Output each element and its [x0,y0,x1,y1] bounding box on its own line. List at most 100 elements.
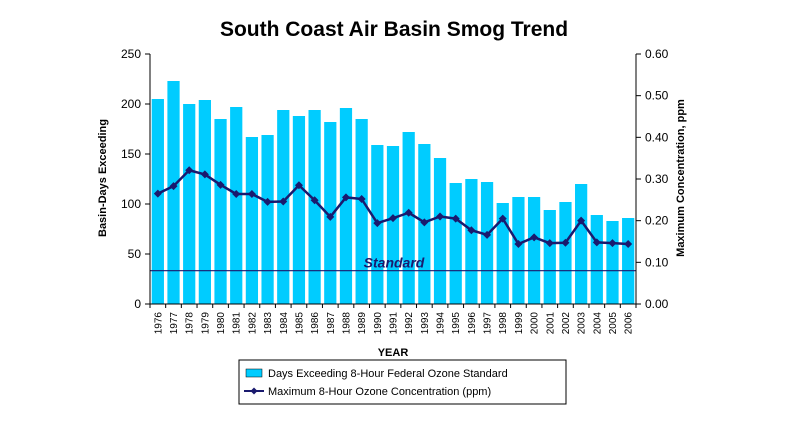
x-tick-label: 1977 [169,312,180,335]
y-left-tick-label: 50 [128,247,142,261]
x-tick-label: 1991 [389,312,400,335]
legend: Days Exceeding 8-Hour Federal Ozone Stan… [238,359,567,405]
line-point [561,238,570,247]
y-axis-right-label: Maximum Concentration, ppm [675,99,687,257]
bar [575,184,588,304]
bar [167,81,180,304]
bar [230,107,243,304]
line-point [373,219,382,228]
line-point [404,208,413,217]
line-point [577,216,586,225]
x-tick-label: 1997 [483,312,494,335]
bar [543,210,556,304]
bar [480,182,494,304]
x-tick-label: 1978 [185,312,196,335]
y-left-tick-label: 100 [121,197,141,211]
bar [277,110,290,304]
bar [339,108,353,304]
x-tick-label: 2004 [592,312,603,335]
bar [261,135,274,304]
x-tick-label: 1985 [294,312,305,335]
x-tick-label: 2002 [561,312,572,335]
line-point [247,190,256,198]
x-tick-label: 1992 [404,312,415,335]
x-tick-label: 1987 [326,312,337,335]
x-tick-label: 1994 [436,312,447,335]
bar [465,179,478,304]
chart-title: South Coast Air Basin Smog Trend [220,18,568,41]
bar [622,218,635,304]
x-axis-label: YEAR [378,347,409,359]
bar [590,215,603,304]
line-point [200,170,209,179]
x-tick-label: 1982 [247,312,258,335]
x-tick-label: 1998 [498,312,509,335]
bar [559,202,572,304]
line-point [467,226,476,235]
x-tick-label: 1996 [467,312,478,335]
x-tick-label: 1981 [232,312,243,335]
line-point [310,196,319,205]
x-tick-label: 1990 [373,312,384,335]
bar [292,116,306,304]
line-point [294,181,303,190]
x-tick-label: 2006 [624,312,635,335]
x-tick-label: 2000 [530,312,541,335]
x-tick-label: 1976 [153,312,164,335]
x-tick-label: 1989 [357,312,368,335]
legend-line-label: Maximum 8-Hour Ozone Concentration (ppm) [268,386,491,398]
line-point [592,238,601,247]
x-tick-label: 1995 [451,312,462,335]
legend-box [238,359,567,405]
y-left-tick-label: 250 [121,47,141,61]
x-tick-label: 2005 [608,312,619,335]
line-point [357,195,366,203]
bar [512,197,525,304]
bar [402,132,415,304]
line-point [185,166,194,175]
x-tick-label: 1986 [310,312,321,335]
line-point [530,233,539,242]
x-tick-label: 1988 [341,312,352,335]
y-right-tick-label: 0.20 [645,214,669,228]
x-tick-label: 1984 [279,312,290,335]
bar [308,110,321,304]
legend-line-marker [250,387,258,395]
line-point [153,189,162,198]
line-point [341,193,350,202]
bar [183,104,196,304]
line-point [514,240,523,248]
y-right-tick-label: 0.00 [645,297,669,311]
line-point [216,180,225,189]
line-point [263,197,272,206]
line-point [498,214,507,223]
bar [449,183,462,304]
y-right-tick-label: 0.30 [645,172,669,186]
bar [214,119,227,304]
line-point [483,230,492,239]
y-left-tick-label: 200 [121,97,141,111]
line-point [608,239,617,248]
line-point [545,239,554,248]
line-point [326,212,335,221]
y-axis-left-label: Basin-Days Exceeding [97,119,109,237]
x-tick-label: 1993 [420,312,431,335]
y-left-tick-label: 150 [121,147,141,161]
line-point [420,218,429,227]
x-tick-label: 2003 [577,312,588,335]
y-right-tick-label: 0.40 [645,130,669,144]
x-tick-label: 1983 [263,312,274,335]
bar [245,137,259,304]
y-right-tick-label: 0.50 [645,89,669,103]
x-tick-label: 1999 [514,312,525,335]
line-point [624,240,633,248]
y-left-tick-label: 0 [134,297,141,311]
bar [606,221,619,304]
bar [496,203,509,304]
bar [355,119,368,304]
line-point [436,212,445,221]
line-point [232,190,241,198]
legend-bar-label: Days Exceeding 8-Hour Federal Ozone Stan… [268,368,508,380]
